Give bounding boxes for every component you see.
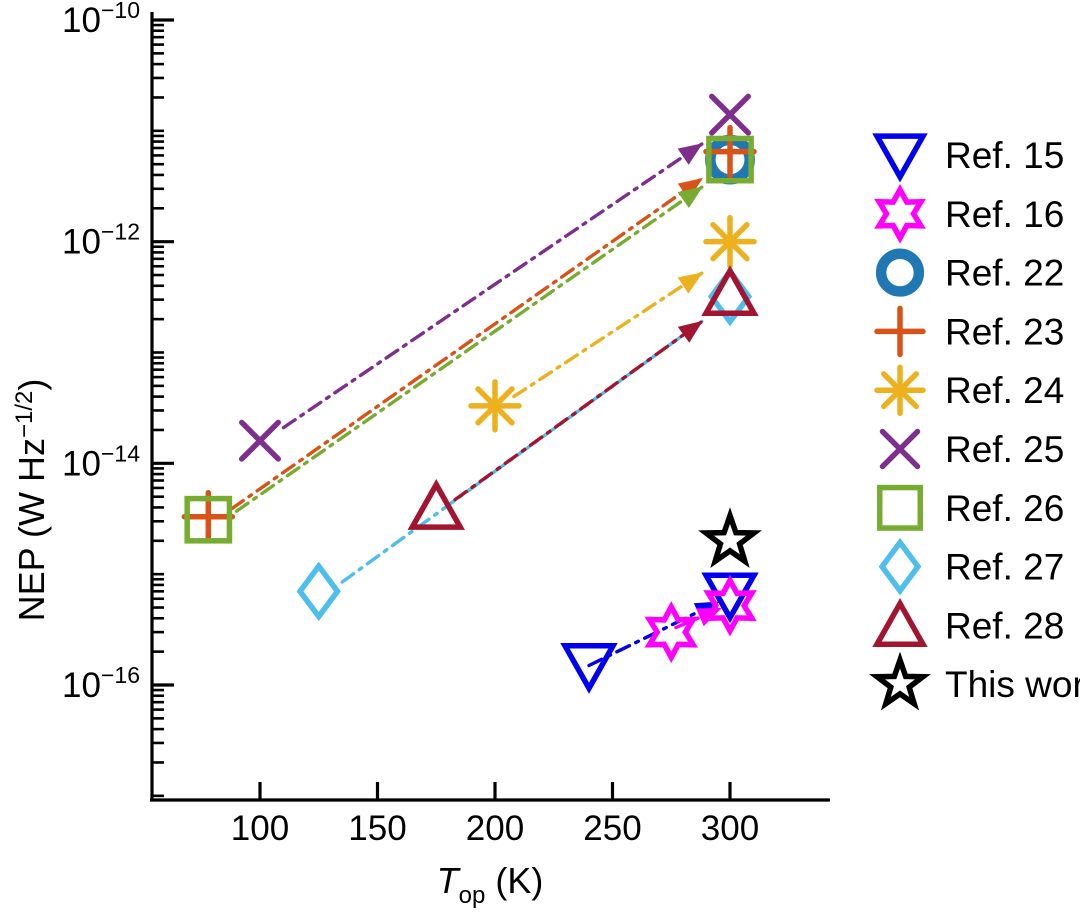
x-axis-ticks bbox=[258, 782, 732, 800]
y-tick-label: 10−12 bbox=[62, 219, 140, 262]
legend-item-ref-22[interactable]: Ref. 22 bbox=[870, 247, 1080, 299]
legend-item-ref-15[interactable]: Ref. 15 bbox=[870, 129, 1080, 183]
data-point-ref-25 bbox=[709, 93, 751, 136]
y-axis-tick-labels: 10−10 10−12 10−14 10−16 bbox=[62, 0, 140, 705]
legend-item-label: Ref. 24 bbox=[945, 370, 1064, 411]
legend-item-ref-23[interactable]: Ref. 23 bbox=[870, 305, 1080, 358]
trend-arrows bbox=[230, 142, 723, 668]
legend-item-label: Ref. 25 bbox=[945, 429, 1064, 470]
legend-item-label: Ref. 16 bbox=[945, 194, 1064, 235]
legend-item-ref-25[interactable]: Ref. 25 bbox=[870, 423, 1080, 475]
legend-item-label: Ref. 22 bbox=[945, 253, 1064, 294]
legend-marker-icon bbox=[874, 305, 926, 358]
legend-item-ref-27[interactable]: Ref. 27 bbox=[870, 537, 1080, 596]
y-axis-ticks bbox=[152, 18, 174, 798]
data-point-ref-16 bbox=[703, 574, 757, 637]
data-point-ref-28 bbox=[701, 265, 759, 317]
x-tick-label: 300 bbox=[701, 809, 759, 848]
y-tick-label: 10−16 bbox=[62, 662, 140, 705]
x-tick-label: 100 bbox=[231, 809, 289, 848]
legend-marker-icon bbox=[879, 428, 921, 470]
data-point-ref-26 bbox=[184, 495, 233, 544]
data-point-ref-24 bbox=[703, 214, 757, 269]
trend-arrow-line bbox=[234, 185, 704, 513]
trend-arrow-line bbox=[512, 271, 704, 399]
data-point-ref-23 bbox=[703, 124, 757, 179]
trend-arrow-head bbox=[677, 143, 703, 165]
data-point-ref-28 bbox=[407, 479, 465, 530]
legend-item-label: Ref. 26 bbox=[945, 488, 1064, 529]
data-point-this-work bbox=[698, 507, 762, 568]
legend-item-this-work[interactable]: This work bbox=[869, 651, 1080, 711]
legend-item-label: Ref. 15 bbox=[945, 135, 1064, 176]
y-tick-label: 10−14 bbox=[62, 440, 140, 483]
data-point-ref-27 bbox=[296, 561, 341, 622]
data-point-ref-16 bbox=[644, 601, 699, 664]
legend-marker-icon bbox=[877, 484, 923, 531]
x-tick-label: 200 bbox=[466, 809, 524, 848]
legend-marker-icon bbox=[874, 183, 926, 244]
x-axis-tick-labels: 100 150 200 250 300 bbox=[231, 809, 759, 848]
trend-arrow-head bbox=[677, 272, 703, 294]
legend-marker-icon bbox=[872, 597, 928, 648]
data-point-ref-15 bbox=[560, 643, 618, 694]
legend-item-ref-16[interactable]: Ref. 16 bbox=[870, 183, 1080, 244]
legend-item-label: This work bbox=[945, 664, 1080, 705]
legend-marker-icon bbox=[878, 537, 922, 596]
legend-item-ref-28[interactable]: Ref. 28 bbox=[870, 597, 1080, 651]
legend-item-label: Ref. 27 bbox=[945, 547, 1064, 588]
x-tick-label: 250 bbox=[583, 809, 641, 848]
legend-item-ref-26[interactable]: Ref. 26 bbox=[870, 482, 1080, 534]
x-axis-title: Top (K) bbox=[437, 860, 544, 909]
legend-marker-icon bbox=[869, 651, 931, 711]
trend-arrow-line bbox=[453, 319, 704, 502]
legend-item-label: Ref. 23 bbox=[945, 311, 1064, 352]
y-axis-title: NEP (W Hz−1/2) bbox=[11, 379, 52, 622]
axis-lines bbox=[150, 12, 830, 802]
legend-item-ref-24[interactable]: Ref. 24 bbox=[870, 364, 1080, 416]
data-point-ref-24 bbox=[468, 379, 522, 433]
x-tick-label: 150 bbox=[348, 809, 406, 848]
legend-marker-icon bbox=[875, 248, 925, 297]
trend-arrow-line bbox=[230, 176, 704, 511]
legend: Ref. 15 Ref. 16 Ref. 22 Ref. 23 Ref. 24 Ref. … bbox=[869, 129, 1080, 711]
trend-arrow-head bbox=[677, 320, 703, 343]
legend-item-label: Ref. 28 bbox=[945, 605, 1064, 646]
legend-marker-icon bbox=[872, 133, 928, 183]
data-point-ref-26 bbox=[706, 135, 754, 184]
trend-arrow-head bbox=[677, 186, 703, 209]
legend-marker-icon bbox=[874, 364, 926, 416]
trend-arrow-line bbox=[281, 142, 704, 430]
y-tick-label: 10−10 bbox=[62, 0, 140, 40]
data-point-ref-25 bbox=[239, 419, 281, 462]
data-markers bbox=[181, 93, 762, 694]
